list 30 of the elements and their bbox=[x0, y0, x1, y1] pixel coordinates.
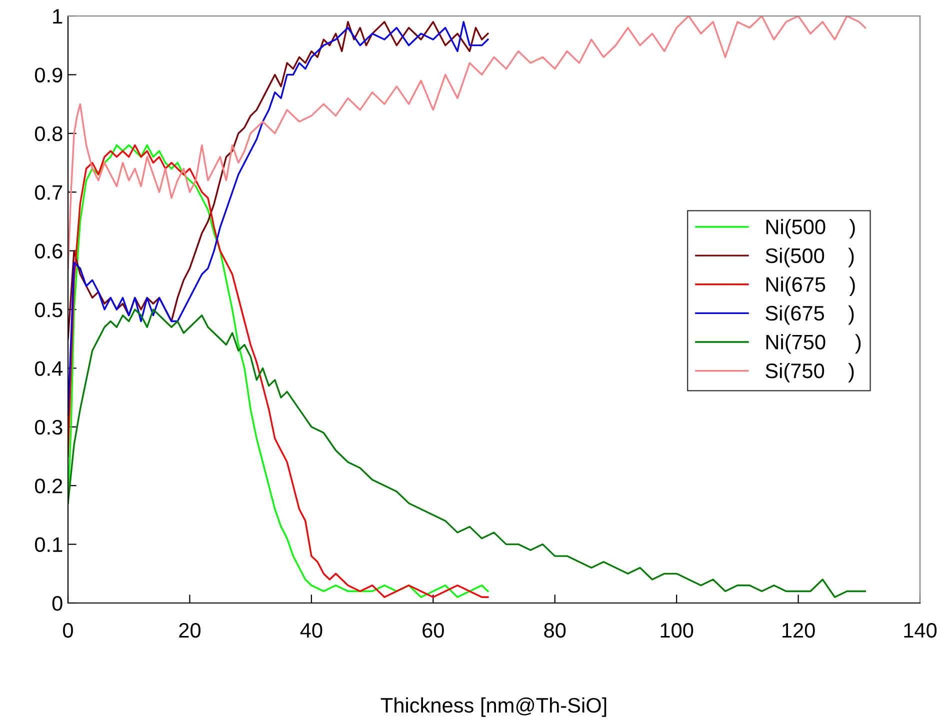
y-tick-label: 0.3 bbox=[34, 420, 62, 435]
x-axis-title: Thickness [nm@Th-SiO] bbox=[380, 697, 606, 717]
line-series bbox=[68, 16, 866, 270]
x-tick-label: 0 bbox=[63, 622, 73, 638]
y-tick-label: 0.5 bbox=[34, 302, 62, 318]
legend-label: Ni(500 ) bbox=[766, 218, 855, 238]
y-tick-label: 0.6 bbox=[34, 244, 62, 259]
legend-label: Si(675 ) bbox=[766, 305, 854, 325]
x-tick-label: 120 bbox=[782, 622, 815, 638]
legend-label: Ni(750 ) bbox=[766, 334, 861, 354]
legend-label: Si(750 ) bbox=[766, 362, 854, 382]
y-tick-label: 0.2 bbox=[34, 478, 62, 494]
legend-label: Ni(675 ) bbox=[766, 276, 855, 296]
y-tick-label: 0.9 bbox=[34, 68, 62, 82]
x-tick-label: 80 bbox=[544, 622, 566, 638]
x-tick-label: 60 bbox=[422, 622, 444, 638]
x-tick-label: 140 bbox=[904, 622, 937, 638]
x-tick-label: 100 bbox=[660, 622, 694, 638]
line-series bbox=[68, 21, 489, 340]
x-tick-label: 20 bbox=[179, 622, 200, 638]
line-series bbox=[68, 21, 489, 416]
y-tick-label: 1 bbox=[53, 9, 62, 24]
y-tick-label: 0.8 bbox=[34, 126, 62, 142]
x-tick-label: 40 bbox=[300, 622, 322, 638]
y-tick-label: 0 bbox=[52, 596, 62, 611]
y-tick-label: 0.7 bbox=[34, 185, 62, 200]
y-tick-label: 0.4 bbox=[34, 361, 63, 376]
line-series bbox=[68, 144, 489, 598]
legend-label: Si(500 ) bbox=[766, 248, 854, 268]
y-tick-label: 0.1 bbox=[34, 537, 62, 552]
